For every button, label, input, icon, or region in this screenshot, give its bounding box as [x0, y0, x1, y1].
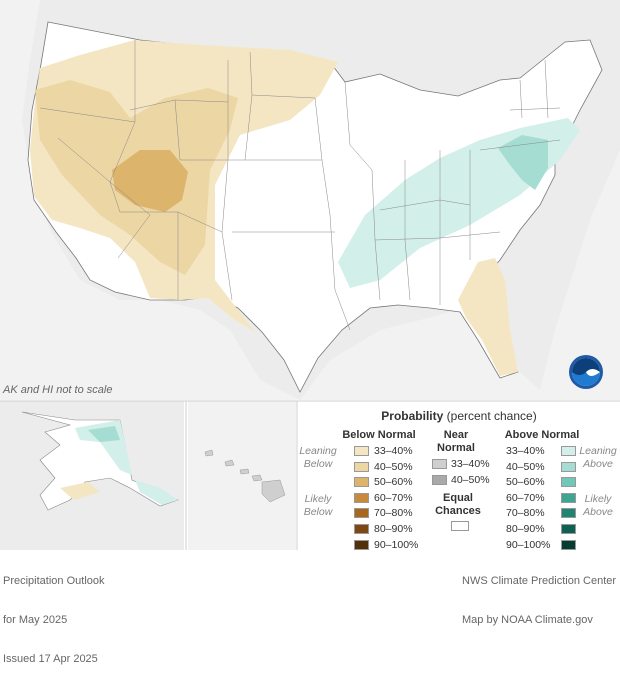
below-normal-swatch-3	[354, 477, 369, 488]
above-normal-swatch-2	[561, 461, 576, 472]
likely-below-line1: Likely	[304, 493, 332, 505]
legend-title-bold: Probability	[381, 409, 444, 423]
alaska-above-normal-40-50	[88, 426, 120, 442]
above-normal-label-1: 33–40%	[506, 445, 545, 457]
near-normal-swatch-1	[432, 459, 447, 469]
above-normal-label-4: 60–70%	[506, 491, 545, 504]
likely-above-line1: Likely	[584, 493, 612, 505]
below-normal-swatch-6	[354, 524, 369, 534]
above-normal-swatch-7	[561, 539, 576, 550]
below-normal-label-7: 90–100%	[374, 538, 419, 551]
equal-chances-line1: Equal	[443, 492, 473, 504]
outlook-map-page: AK and HI not to scale Probability (perc…	[0, 0, 620, 665]
probability-legend: Probability (percent chance) Below Norma…	[298, 404, 620, 551]
legend-title: Probability (percent chance)	[298, 409, 620, 423]
above-normal-40-50-east	[498, 135, 548, 190]
leaning-below-line2: Below	[303, 458, 333, 470]
hawaii-islands	[204, 449, 286, 503]
below-normal-label-5: 70–80%	[374, 507, 413, 520]
below-normal-label-6: 80–90%	[374, 523, 413, 535]
below-normal-50-60-west	[112, 150, 188, 212]
below-normal-swatch-1	[354, 446, 369, 456]
credit-agency: NWS Climate Prediction Center	[462, 575, 617, 587]
above-normal-swatch-4	[561, 492, 576, 503]
below-normal-swatch-4	[354, 492, 369, 503]
likely-below-label: Likely Below	[298, 493, 338, 519]
below-normal-33-40-southeast	[458, 258, 518, 376]
near-normal-header-line2: Normal	[437, 442, 475, 454]
gulf-atlantic-water	[300, 150, 620, 400]
below-normal-swatch-7	[354, 539, 369, 550]
leaning-above-line1: Leaning	[579, 445, 617, 457]
above-normal-label-5: 70–80%	[506, 507, 545, 520]
near-normal-label-2: 40–50%	[451, 473, 490, 486]
leaning-below-line1: Leaning	[299, 445, 337, 457]
leaning-below-label: Leaning Below	[298, 445, 338, 471]
likely-above-label: Likely Above	[578, 493, 618, 519]
above-normal-label-7: 90–100%	[506, 538, 551, 551]
credit-map: Map by NOAA Climate.gov	[462, 614, 593, 626]
leaning-above-line2: Above	[583, 458, 613, 470]
above-normal-swatch-3	[561, 477, 576, 488]
near-normal-label-1: 33–40%	[451, 458, 490, 470]
near-normal-header-line1: Near	[443, 429, 469, 441]
above-normal-label-2: 40–50%	[506, 460, 545, 473]
outlook-caption: Precipitation Outlook for May 2025 Issue…	[3, 549, 105, 679]
above-normal-swatch-5	[561, 508, 576, 519]
below-normal-swatch-5	[354, 508, 369, 519]
likely-above-line2: Above	[583, 506, 613, 518]
equal-chances-line2: Chances	[435, 505, 481, 517]
alaska-southeast-above-normal	[135, 480, 178, 505]
alaska-below-normal-33-40	[60, 482, 100, 500]
scale-note: AK and HI not to scale	[3, 384, 113, 396]
above-normal-swatch-6	[561, 524, 576, 534]
caption-title: Precipitation Outlook	[3, 575, 105, 587]
below-normal-header: Below Normal	[342, 429, 416, 441]
hawaii-inset-background	[188, 401, 296, 550]
legend-title-rest: (percent chance)	[443, 409, 537, 423]
map-credits: NWS Climate Prediction Center Map by NOA…	[462, 549, 616, 640]
below-normal-label-4: 60–70%	[374, 491, 413, 504]
caption-issued: Issued 17 Apr 2025	[3, 653, 98, 665]
equal-chances-swatch	[451, 521, 469, 531]
map-graphic	[0, 0, 620, 550]
leaning-above-label: Leaning Above	[578, 445, 618, 471]
below-normal-label-2: 40–50%	[374, 460, 413, 473]
likely-below-line2: Below	[303, 506, 333, 518]
state-boundaries	[39, 40, 561, 331]
pacific-ocean	[0, 0, 300, 400]
above-normal-label-6: 80–90%	[506, 523, 545, 535]
above-normal-header: Above Normal	[504, 429, 580, 441]
caption-period: for May 2025	[3, 614, 68, 626]
below-normal-label-3: 50–60%	[374, 476, 413, 489]
near-normal-swatch-2	[432, 474, 447, 485]
below-normal-swatch-2	[354, 461, 369, 472]
above-normal-label-3: 50–60%	[506, 476, 545, 489]
noaa-logo	[569, 355, 603, 389]
above-normal-swatch-1	[561, 446, 576, 456]
below-normal-label-1: 33–40%	[374, 445, 413, 457]
